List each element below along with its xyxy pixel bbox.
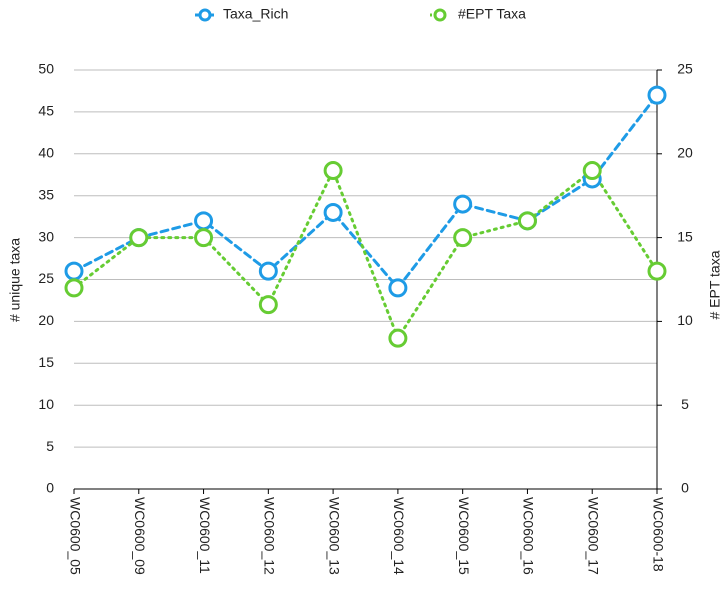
- x-tick-label: WC0600_16: [521, 497, 537, 575]
- x-tick-label: WC0600-18: [650, 497, 666, 572]
- y-tick-label: 35: [38, 186, 54, 202]
- x-tick-label: WC0600_09: [132, 497, 148, 575]
- x-tick-label: WC0600_12: [262, 497, 278, 575]
- data-point: [388, 278, 408, 298]
- series-line: [72, 166, 659, 342]
- y2-tick-label: 10: [677, 312, 693, 328]
- y-tick-label: 25: [38, 270, 54, 286]
- data-point: [258, 261, 278, 281]
- legend-label: #EPT Taxa: [458, 6, 526, 22]
- series-line: [72, 93, 659, 291]
- data-point: [64, 278, 84, 298]
- data-point: [517, 211, 537, 231]
- y2-tick-label: 20: [677, 145, 693, 161]
- x-tick-label: WC0600_15: [456, 497, 472, 575]
- legend-marker: [433, 8, 447, 22]
- data-point: [453, 228, 473, 248]
- x-tick-label: WC0600_11: [197, 497, 213, 574]
- data-point: [647, 261, 667, 281]
- y-tick-label: 10: [38, 396, 54, 412]
- data-point: [64, 261, 84, 281]
- x-tick-label: WC0600_05: [67, 497, 83, 575]
- data-point: [129, 228, 149, 248]
- data-point: [453, 194, 473, 214]
- y2-tick-label: 15: [677, 228, 693, 244]
- y-axis-label: # unique taxa: [7, 238, 23, 322]
- data-point: [194, 228, 214, 248]
- y-tick-label: 50: [38, 61, 54, 77]
- data-point: [647, 85, 667, 105]
- x-tick-label: WC0600_17: [586, 497, 602, 575]
- data-point: [258, 295, 278, 315]
- y2-axis-label: # EPT taxa: [707, 250, 723, 319]
- y-tick-label: 30: [38, 228, 54, 244]
- y-tick-label: 40: [38, 145, 54, 161]
- y2-tick-label: 0: [681, 480, 689, 496]
- legend-marker: [198, 8, 212, 22]
- data-point: [388, 328, 408, 348]
- y-tick-label: 15: [38, 354, 54, 370]
- data-point: [194, 211, 214, 231]
- legend-label: Taxa_Rich: [223, 6, 288, 22]
- y-tick-label: 0: [46, 480, 54, 496]
- x-tick-label: WC0600_14: [391, 497, 407, 575]
- y-tick-label: 5: [46, 438, 54, 454]
- y2-tick-label: 25: [677, 61, 693, 77]
- y-tick-label: 45: [38, 103, 54, 119]
- data-point: [582, 161, 602, 181]
- data-point: [323, 202, 343, 222]
- x-tick-label: WC0600_13: [326, 497, 342, 575]
- data-point: [323, 161, 343, 181]
- y2-tick-label: 5: [681, 396, 689, 412]
- y-tick-label: 20: [38, 312, 54, 328]
